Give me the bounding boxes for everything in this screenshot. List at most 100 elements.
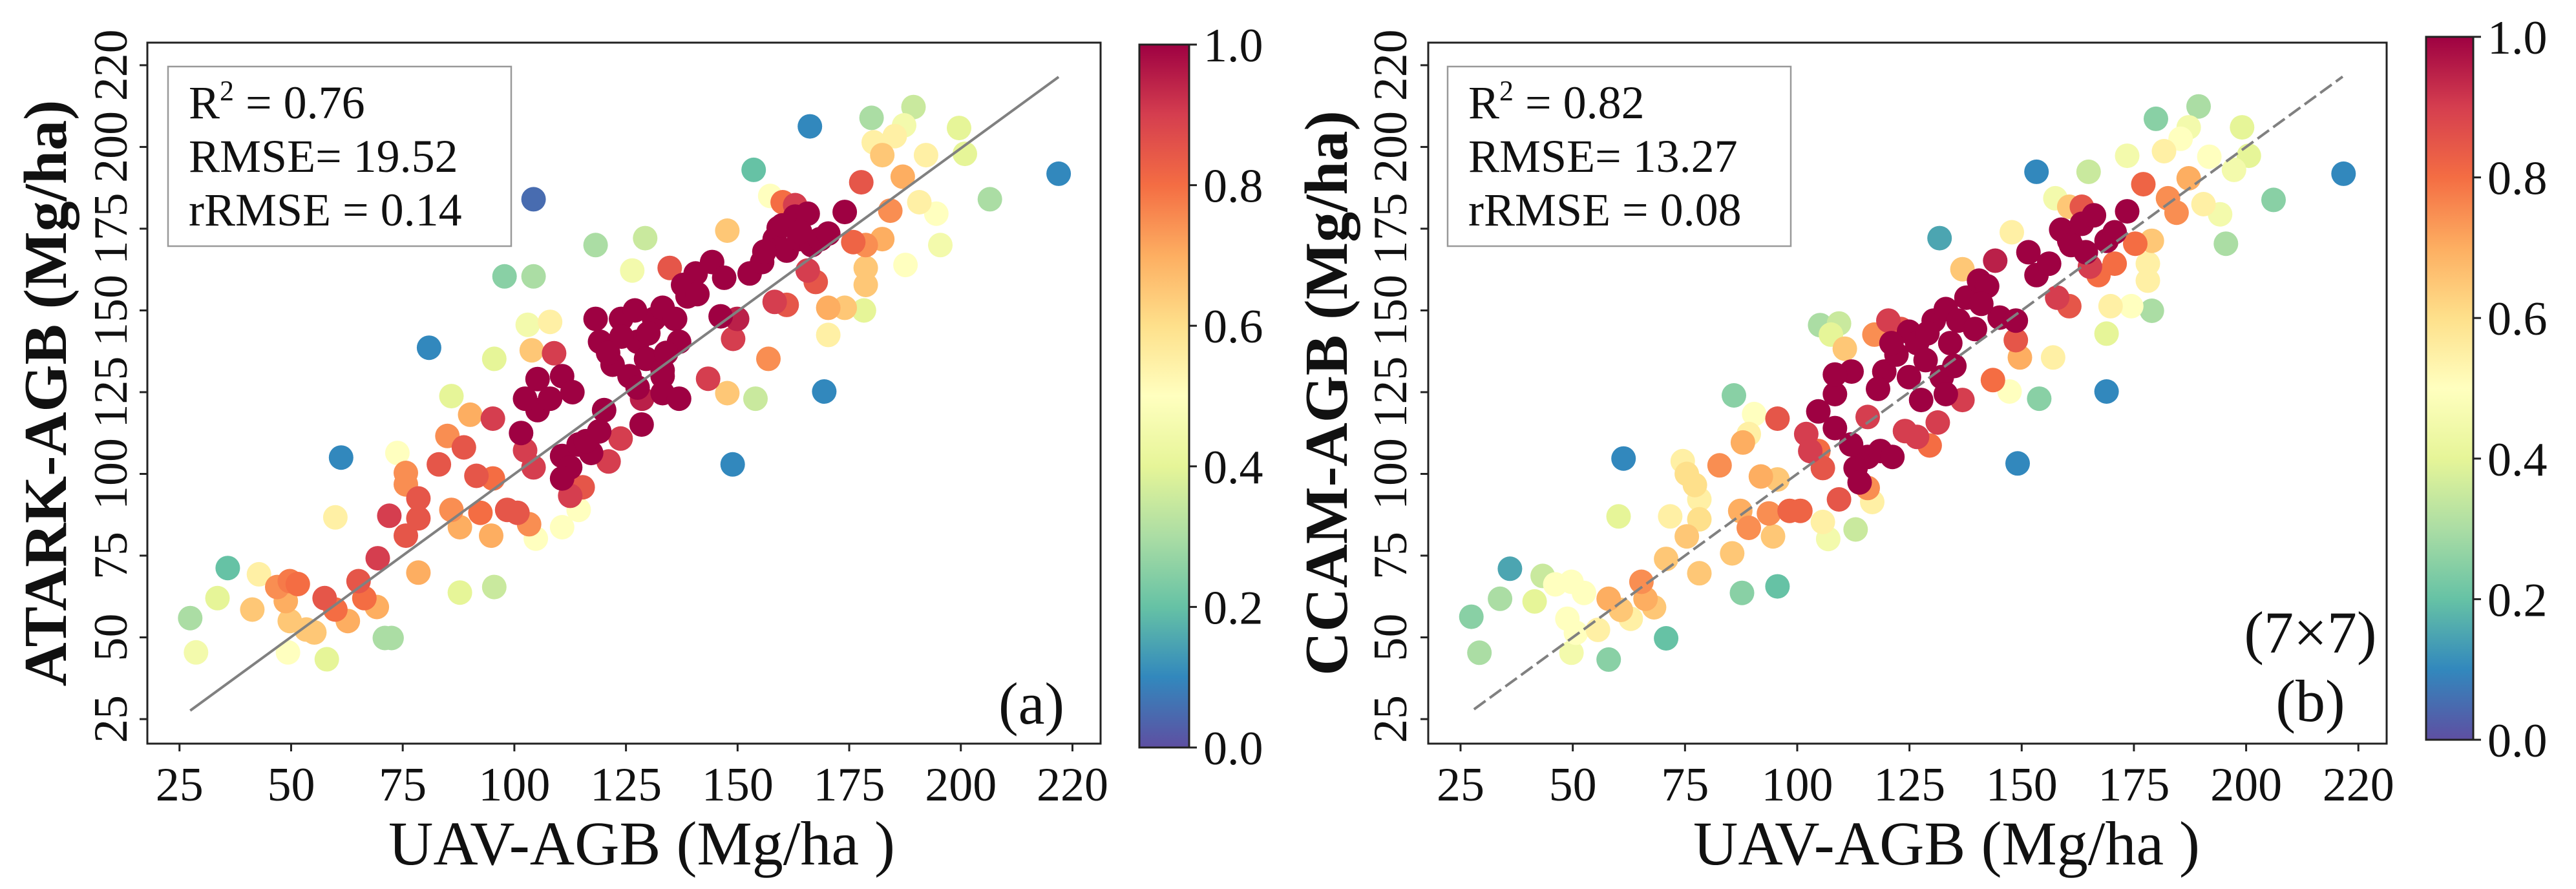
y-tick-label: 100 bbox=[1364, 438, 1417, 510]
data-point bbox=[893, 253, 918, 278]
colorbar-tick-label: 0.4 bbox=[2487, 434, 2548, 486]
data-point bbox=[977, 187, 1002, 212]
data-point bbox=[1788, 498, 1813, 523]
data-point bbox=[812, 379, 837, 404]
data-point bbox=[853, 273, 878, 297]
colorbar: 0.0 0.2 0.4 0.6 0.8 1.0 bbox=[2425, 12, 2548, 768]
data-point bbox=[901, 94, 926, 120]
data-point bbox=[625, 375, 650, 400]
y-tick-label: 150 bbox=[1364, 275, 1417, 346]
data-point bbox=[1896, 364, 1921, 390]
data-point bbox=[1459, 604, 1484, 629]
data-point bbox=[521, 264, 546, 289]
data-point bbox=[394, 523, 418, 549]
data-point bbox=[1563, 620, 1589, 645]
data-point bbox=[1822, 415, 1848, 441]
colorbar-tick-label: 0.0 bbox=[1203, 722, 1263, 775]
data-point bbox=[653, 340, 679, 366]
data-point bbox=[708, 304, 734, 329]
data-point bbox=[633, 225, 658, 251]
data-point bbox=[832, 200, 858, 225]
data-point bbox=[1629, 569, 1654, 594]
data-point bbox=[2139, 298, 2164, 323]
data-point bbox=[1855, 404, 1880, 430]
data-point bbox=[2186, 94, 2211, 119]
data-point bbox=[1810, 455, 1835, 481]
data-point bbox=[1963, 317, 1987, 342]
rrmse-text: rRMSE = 0.14 bbox=[189, 184, 462, 236]
data-point bbox=[2058, 233, 2084, 258]
window-size-annotation: (7×7) bbox=[2244, 600, 2376, 665]
data-point bbox=[1843, 517, 1868, 542]
data-point bbox=[928, 233, 953, 258]
data-point bbox=[451, 435, 476, 460]
x-tick-label: 25 bbox=[156, 758, 204, 811]
colorbar-tick-label: 0.2 bbox=[1203, 581, 1263, 634]
data-point bbox=[752, 239, 777, 264]
colorbar-bar bbox=[1138, 43, 1190, 749]
colorbar-tick-label: 0.6 bbox=[2487, 293, 2548, 346]
data-point bbox=[285, 572, 310, 596]
data-point bbox=[1832, 336, 1857, 361]
colorbar-bar bbox=[2425, 36, 2475, 741]
y-tick-label: 50 bbox=[1364, 614, 1417, 662]
data-point bbox=[2191, 192, 2216, 216]
data-point bbox=[788, 220, 812, 244]
rmse-text: RMSE= 13.27 bbox=[1468, 131, 1738, 182]
data-point bbox=[1925, 410, 1950, 435]
data-point bbox=[583, 306, 608, 331]
data-point bbox=[853, 255, 878, 280]
data-point bbox=[2024, 159, 2049, 184]
x-tick-label: 175 bbox=[814, 758, 885, 811]
data-point bbox=[1879, 331, 1904, 356]
data-point bbox=[1611, 446, 1636, 471]
data-point bbox=[1933, 382, 1958, 406]
data-point bbox=[2123, 231, 2148, 256]
y-axis-label: CCAM-AGB (Mg/ha) bbox=[1293, 110, 1360, 676]
data-point bbox=[2003, 308, 2029, 333]
data-point bbox=[609, 324, 634, 349]
data-point bbox=[947, 116, 971, 141]
data-point bbox=[2118, 293, 2144, 319]
data-point bbox=[439, 384, 464, 409]
data-point bbox=[178, 605, 203, 631]
x-tick-label: 150 bbox=[702, 758, 774, 811]
data-point bbox=[275, 640, 301, 665]
y-tick-label: 220 bbox=[1364, 29, 1417, 101]
fit-line bbox=[189, 76, 1060, 712]
data-point bbox=[666, 386, 692, 412]
data-point bbox=[205, 585, 230, 611]
data-point bbox=[2016, 240, 2041, 265]
stats-box bbox=[1446, 65, 1792, 247]
data-point bbox=[479, 523, 503, 549]
data-point bbox=[1720, 541, 1745, 566]
data-point bbox=[1765, 406, 1790, 431]
data-point bbox=[1737, 516, 1761, 540]
data-point bbox=[712, 265, 737, 290]
y-tick-label: 125 bbox=[85, 356, 138, 428]
data-point bbox=[542, 340, 567, 366]
data-point bbox=[468, 500, 493, 525]
r-squared-value: = 0.82 bbox=[1514, 77, 1645, 129]
data-point bbox=[1983, 248, 2008, 273]
data-point bbox=[2036, 251, 2062, 277]
data-point bbox=[406, 506, 431, 531]
data-point bbox=[2135, 268, 2160, 293]
data-point bbox=[2213, 231, 2239, 256]
colorbar-tick-label: 0.8 bbox=[2487, 152, 2548, 205]
data-point bbox=[608, 426, 633, 451]
data-point bbox=[816, 221, 841, 246]
data-point bbox=[1908, 388, 1934, 413]
data-point bbox=[2098, 293, 2123, 319]
data-point bbox=[322, 505, 348, 530]
y-tick-label: 150 bbox=[85, 275, 138, 346]
data-point bbox=[721, 326, 746, 351]
data-point bbox=[1969, 291, 1994, 317]
data-point bbox=[851, 298, 876, 323]
data-point bbox=[464, 463, 489, 488]
data-point bbox=[416, 335, 441, 361]
data-point bbox=[2102, 220, 2127, 245]
data-point bbox=[870, 143, 895, 168]
data-point bbox=[1847, 470, 1872, 495]
data-point bbox=[406, 486, 431, 511]
